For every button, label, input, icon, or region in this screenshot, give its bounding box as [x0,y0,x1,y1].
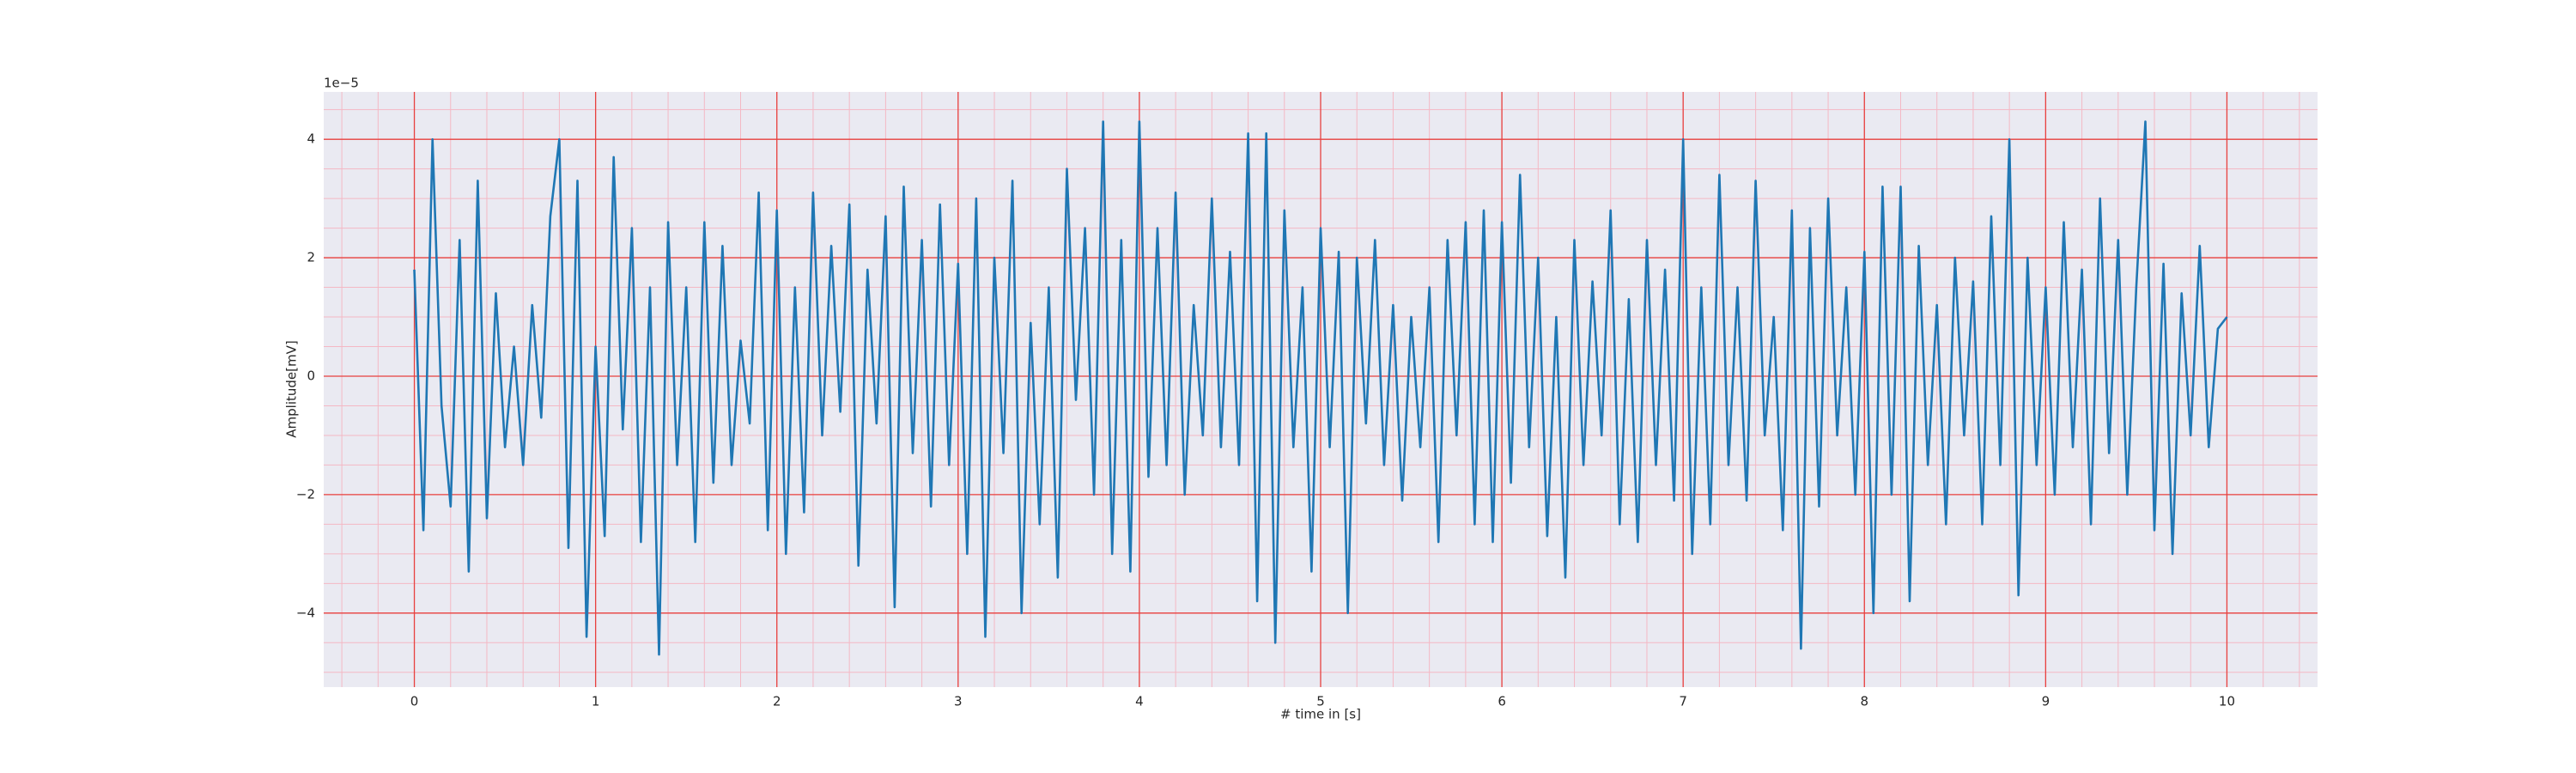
y-tick-label: 0 [307,368,315,383]
x-tick-label: 6 [1498,694,1506,709]
y-axis-label: Amplitude[mV] [284,340,300,437]
x-tick-label: 8 [1860,694,1868,709]
x-tick-label: 7 [1679,694,1687,709]
y-tick-label: 2 [307,250,315,265]
data-line [413,120,2228,656]
x-tick-label: 5 [1316,694,1325,709]
y-tick-label: −2 [296,486,315,502]
x-axis-label: # time in [s] [1280,707,1361,722]
x-tick-label: 10 [2219,694,2235,709]
y-tick-label: 4 [307,131,315,147]
x-tick-label: 3 [954,694,963,709]
offset-label: 1e−5 [324,76,359,91]
x-tick-label: 9 [2042,694,2050,709]
x-tick-label: 4 [1135,694,1144,709]
y-tick-label: −4 [296,605,315,620]
x-tick-label: 0 [410,694,419,709]
x-tick-label: 1 [592,694,600,709]
x-tick-label: 2 [773,694,781,709]
